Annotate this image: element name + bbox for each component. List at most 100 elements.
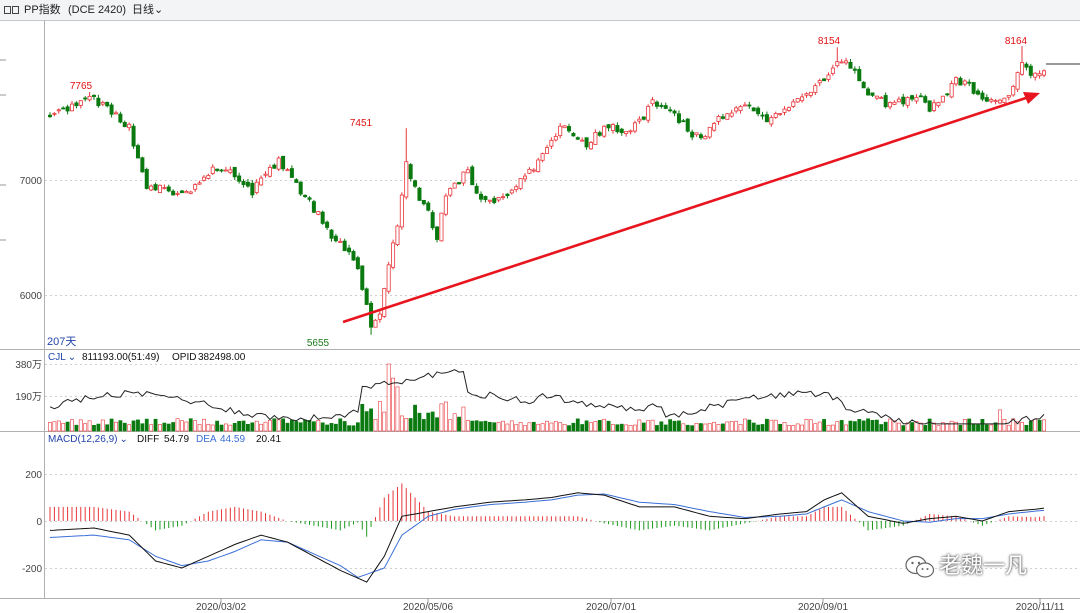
candle-body — [74, 102, 79, 107]
grid — [45, 180, 1080, 569]
volume-bar — [78, 419, 83, 432]
volume-bar — [87, 420, 92, 432]
candle-body — [285, 169, 290, 172]
candle-body — [945, 93, 950, 96]
volume-bar — [940, 422, 945, 432]
volume-bar — [606, 420, 611, 432]
volume-bar — [549, 422, 554, 432]
candle-body — [826, 74, 831, 80]
candle-body — [232, 167, 237, 178]
volume-bar — [984, 424, 989, 432]
volume-bar — [681, 423, 686, 432]
chevron-down-icon: ⌄ — [119, 434, 127, 445]
volume-bar — [778, 423, 783, 432]
candle-body — [1028, 65, 1033, 76]
candle-body — [338, 241, 343, 243]
candle-body — [69, 103, 74, 112]
volume-bar — [800, 424, 804, 432]
days-label: 207天 — [47, 336, 76, 348]
candle-body — [751, 107, 756, 112]
candle-body — [259, 177, 264, 186]
candle-body — [1024, 63, 1029, 68]
volume-bar — [545, 420, 549, 432]
volume-bar — [263, 421, 268, 432]
volume-bar — [558, 422, 563, 432]
candle-body — [967, 81, 972, 84]
volume-bar — [619, 423, 624, 432]
candle-body — [351, 251, 356, 261]
volume-bar — [923, 425, 928, 432]
candle-body — [888, 102, 893, 108]
watermark-text: 老魏一凡 — [939, 554, 1028, 579]
volume-bar — [118, 420, 123, 432]
opid-line — [49, 369, 1045, 425]
volume-bar — [896, 422, 901, 432]
candle-body — [219, 169, 224, 172]
volume-bar — [883, 421, 888, 432]
candlestick-series — [48, 46, 1047, 335]
volume-bar — [377, 401, 382, 432]
volume-bar — [364, 411, 369, 432]
volume-bar — [729, 421, 734, 432]
volume-bar — [830, 424, 835, 432]
volume-bars — [48, 363, 1046, 432]
volume-bar — [509, 420, 514, 432]
candle-body — [984, 97, 989, 102]
candle-body — [188, 191, 193, 194]
volume-bar — [421, 419, 426, 432]
dea-line — [49, 493, 1045, 578]
volume-indicator-name[interactable]: CJL ⌄ — [48, 352, 76, 363]
volume-bar — [250, 422, 255, 432]
candle-body — [492, 197, 497, 204]
left-edge-marks — [0, 59, 6, 241]
candle-body — [153, 184, 158, 191]
volume-bar — [1037, 419, 1042, 432]
candle-body — [685, 118, 690, 132]
volume-bar — [171, 422, 176, 432]
candle-body — [778, 113, 783, 115]
volume-bar — [927, 418, 932, 432]
candle-body — [457, 182, 462, 185]
candle-body — [782, 108, 787, 113]
candle-body — [940, 95, 945, 103]
volume-bar — [888, 418, 892, 432]
candle-body — [113, 112, 118, 115]
date-tick-4: 2020/09/01 — [798, 602, 848, 613]
volume-bar — [342, 421, 347, 432]
volume-bar — [65, 421, 70, 432]
volume-bar — [892, 420, 897, 432]
volume-bar — [197, 424, 202, 432]
macd-value: 20.41 — [256, 434, 281, 445]
volume-bar — [351, 425, 356, 432]
panel-toggle-icon[interactable] — [4, 6, 20, 14]
period-selector[interactable]: 日线⌄ — [132, 0, 163, 20]
candle-body — [105, 101, 110, 107]
candle-body — [989, 99, 994, 102]
candle-body — [100, 102, 105, 105]
candle-body — [135, 145, 140, 159]
macd-indicator-name[interactable]: MACD(12,26,9) ⌄ — [48, 434, 128, 445]
candle-body — [804, 93, 809, 96]
volume-bar — [114, 421, 118, 432]
candle-body — [171, 190, 176, 196]
volume-bar — [83, 423, 88, 432]
candle-body — [610, 124, 615, 131]
volume-bar — [109, 418, 114, 432]
candle-body — [1015, 72, 1020, 90]
candle-body — [382, 288, 387, 317]
volume-bar — [518, 422, 523, 432]
volume-bar — [531, 421, 536, 432]
candle-body — [720, 116, 725, 119]
candle-body — [553, 136, 558, 141]
candle-body — [369, 302, 374, 328]
volume-bar — [584, 420, 589, 432]
volume-bar — [918, 422, 923, 432]
volume-bar — [333, 423, 338, 432]
macd-tick-200: 200 — [25, 470, 42, 481]
date-tick-5: 2020/11/11 — [1016, 602, 1065, 613]
volume-bar — [316, 420, 321, 432]
volume-bar — [804, 418, 809, 432]
candle-body — [342, 240, 347, 252]
symbol-name[interactable]: PP指数 — [24, 4, 61, 16]
